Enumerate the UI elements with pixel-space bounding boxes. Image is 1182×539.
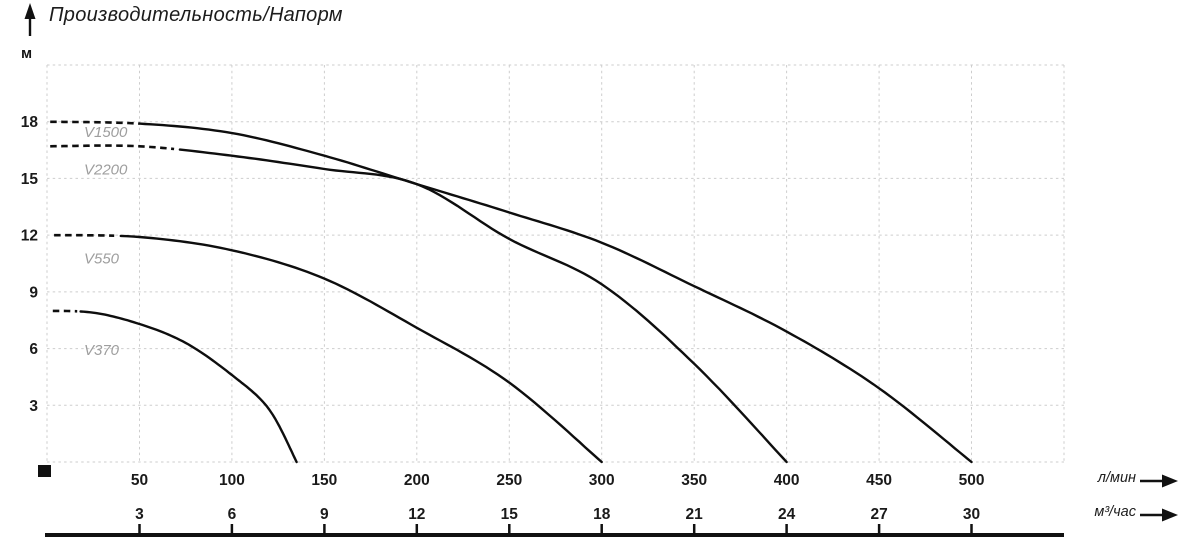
arrow-right-head-secondary	[1162, 508, 1178, 522]
curve-v2200	[178, 148, 788, 464]
y-tick-label: 18	[21, 114, 39, 131]
x-tick-label-lmin: 450	[866, 472, 892, 489]
y-axis-unit-label: м	[21, 45, 33, 62]
y-tick-label: 9	[29, 284, 38, 301]
chart-title: Производительность/Напорм	[49, 4, 343, 26]
x-tick-label-m3h: 21	[686, 506, 704, 523]
arrow-right-head-primary	[1162, 474, 1178, 488]
origin-marker	[38, 465, 51, 477]
x-tick-label-m3h: 9	[320, 506, 329, 523]
x-tick-label-lmin: 350	[681, 472, 707, 489]
x-tick-label-m3h: 24	[778, 506, 796, 523]
y-tick-label: 6	[29, 341, 38, 358]
x-axis-primary-unit-label: л/мин	[1097, 470, 1136, 486]
x-tick-label-lmin: 250	[496, 472, 522, 489]
x-tick-label-m3h: 30	[963, 506, 980, 523]
x-tick-label-m3h: 15	[501, 506, 519, 523]
curve-v370	[79, 310, 298, 464]
x-tick-label-lmin: 50	[131, 472, 148, 489]
curve-label-v1500: V1500	[84, 124, 128, 141]
curve-label-v370: V370	[84, 342, 120, 359]
curve-label-v2200: V2200	[84, 162, 128, 179]
x-tick-label-lmin: 100	[219, 472, 245, 489]
arrow-up-head	[24, 3, 36, 19]
y-tick-label: 12	[21, 228, 38, 245]
x-tick-label-m3h: 12	[408, 506, 425, 523]
x-axis-secondary-unit-label: м³/час	[1094, 504, 1136, 520]
x-tick-label-lmin: 200	[404, 472, 430, 489]
y-tick-label: 3	[29, 398, 38, 415]
curve-v550	[119, 234, 603, 464]
x-tick-label-lmin: 500	[959, 472, 985, 489]
x-tick-label-m3h: 3	[135, 506, 144, 523]
x-tick-label-lmin: 300	[589, 472, 615, 489]
x-tick-label-m3h: 18	[593, 506, 611, 523]
x-tick-label-m3h: 6	[228, 506, 237, 523]
x-tick-label-m3h: 27	[870, 506, 887, 523]
curve-v550-dashed	[54, 233, 115, 237]
curve-v1500	[138, 122, 973, 464]
x-tick-label-lmin: 400	[774, 472, 800, 489]
y-tick-label: 15	[21, 171, 39, 188]
x-tick-label-lmin: 150	[311, 472, 337, 489]
curve-v2200-dashed	[50, 144, 175, 151]
curve-label-v550: V550	[84, 251, 120, 268]
